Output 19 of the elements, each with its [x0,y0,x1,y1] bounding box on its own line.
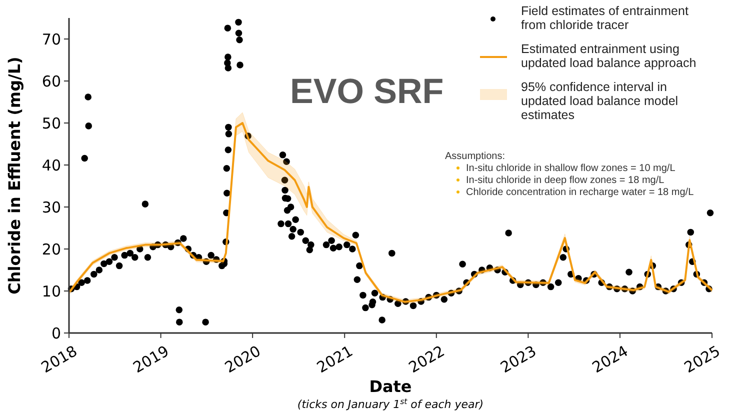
y-tick-label: 20 [42,240,61,258]
text: (ticks on January 1$^{st}$ of each year) [297,396,484,411]
y-tick-label: 70 [42,30,61,48]
y-axis-title: Chloride in Effluent (mg/L) [5,56,24,294]
annotation: Assumptions: [445,151,506,162]
y-tick-label: 30 [42,198,61,216]
x-axis-title: Date [369,377,412,396]
legend-label: Estimated entrainment using updated load balance approach [521,42,696,70]
y-tick-label: 40 [42,156,61,174]
annotation: In-situ chloride in deep flow zones = 18 mg/L [466,175,665,186]
text: EVO SRF [290,72,444,111]
annotation: 95% confidence interval in updated load balance model estimates [521,80,678,122]
y-tick-label: 50 [42,114,61,132]
annotation: Chloride concentration in recharge water = 18 mg/L [466,187,694,198]
annotation: In-situ chloride in shallow flow zones = 10 mg/L [466,163,676,174]
y-tick-label: 10 [42,282,61,300]
y-tick-label: 60 [42,72,61,90]
legend-label: Field estimates of entrainment from chloride tracer [521,4,689,32]
y-tick-label: 0 [51,324,61,342]
